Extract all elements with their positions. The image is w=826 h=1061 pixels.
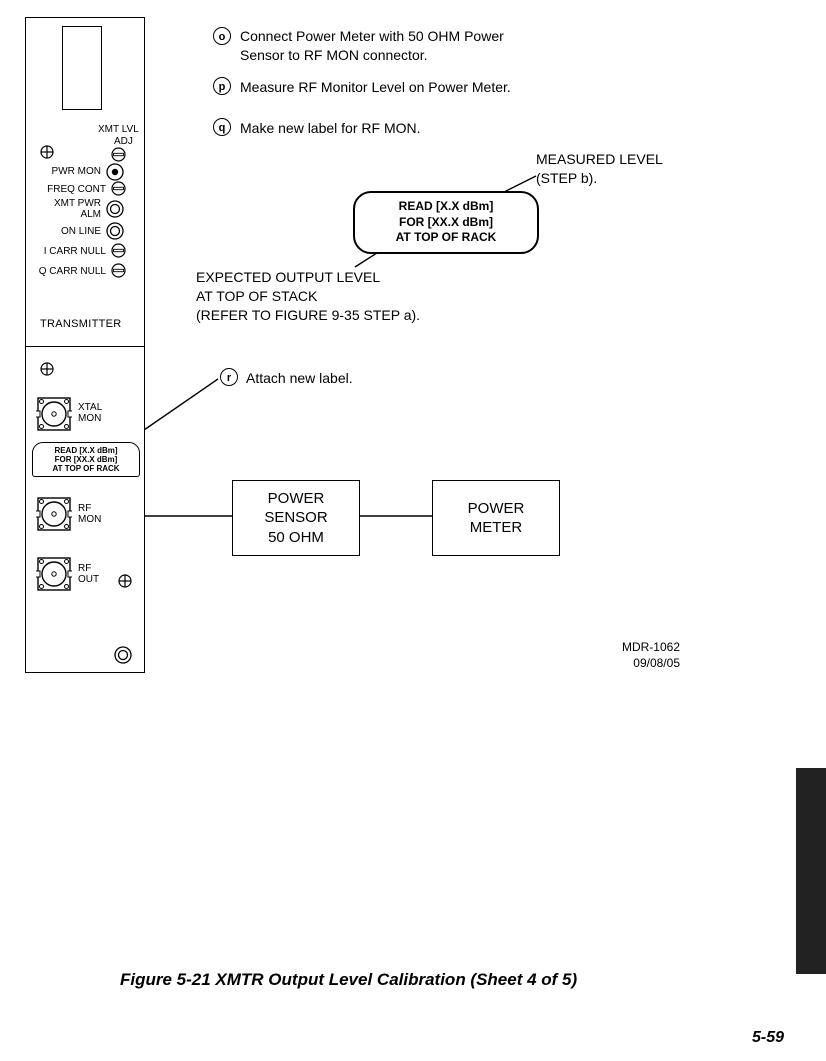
label-freq-cont: FREQ CONT	[26, 184, 106, 195]
label-i-carr-null: I CARR NULL	[24, 246, 106, 257]
panel-top-rect	[62, 26, 102, 110]
label-xmt-pwr: XMT PWR	[26, 198, 101, 209]
screw-icon	[40, 145, 54, 159]
label-xmt-lvl: XMT LVL	[98, 124, 148, 135]
mini-label-line1: READ [X.X dBm]	[33, 446, 139, 455]
label-pwr-mon: PWR MON	[26, 166, 101, 177]
rf-out-coax-icon	[36, 556, 72, 592]
power-sensor-l1: POWER	[264, 489, 327, 509]
panel-divider	[26, 346, 144, 347]
label-q-carr-null: Q CARR NULL	[24, 266, 106, 277]
label-alm: ALM	[26, 209, 101, 220]
label-rf-mon: MON	[78, 514, 101, 525]
step-p-bullet: p	[213, 77, 231, 95]
step-o-line2: Sensor to RF MON connector.	[240, 46, 504, 65]
label-xtal: XTAL	[78, 402, 102, 413]
expected-l2: AT TOP OF STACK	[196, 287, 420, 306]
step-o-text: Connect Power Meter with 50 OHM Power Se…	[240, 27, 504, 65]
label-on-line: ON LINE	[26, 226, 101, 237]
big-callout-l1: READ [X.X dBm]	[365, 199, 527, 215]
step-p-text: Measure RF Monitor Level on Power Meter.	[240, 78, 511, 97]
mini-label-line2: FOR [XX.X dBm]	[33, 455, 139, 464]
label-xtal-mon: MON	[78, 413, 101, 424]
step-o-line1: Connect Power Meter with 50 OHM Power	[240, 27, 504, 46]
measured-level-text: MEASURED LEVEL (STEP b).	[536, 150, 663, 188]
freq-cont-knob-icon	[111, 181, 126, 196]
step-r-bullet: r	[220, 368, 238, 386]
on-line-jack-icon	[106, 222, 124, 240]
power-sensor-l2: SENSOR	[264, 508, 327, 528]
label-rf-out: OUT	[78, 574, 99, 585]
label-adj: ADJ	[114, 136, 144, 147]
xtal-mon-coax-icon	[36, 396, 72, 432]
label-rf: RF	[78, 503, 91, 514]
pwr-mon-jack-icon	[106, 163, 124, 181]
step-q-text: Make new label for RF MON.	[240, 119, 421, 138]
screw-icon	[118, 574, 132, 588]
step-o-bullet: o	[213, 27, 231, 45]
step-r-text: Attach new label.	[246, 369, 353, 388]
mini-label-line3: AT TOP OF RACK	[33, 464, 139, 473]
expected-output-text: EXPECTED OUTPUT LEVEL AT TOP OF STACK (R…	[196, 268, 420, 325]
power-sensor-l3: 50 OHM	[264, 528, 327, 548]
measured-level-l2: (STEP b).	[536, 169, 663, 188]
i-carr-knob-icon	[111, 243, 126, 258]
transmitter-panel: XMT LVL ADJ PWR MON FREQ CONT XMT PWR AL…	[25, 17, 145, 673]
measured-level-l1: MEASURED LEVEL	[536, 150, 663, 169]
panel-mini-label: READ [X.X dBm] FOR [XX.X dBm] AT TOP OF …	[32, 442, 140, 477]
bottom-jack-icon	[114, 646, 132, 664]
rf-mon-coax-icon	[36, 496, 72, 532]
side-tab	[796, 768, 826, 974]
adj-knob-icon	[111, 147, 126, 162]
doc-id: MDR-1062	[560, 640, 680, 656]
label-rf2: RF	[78, 563, 91, 574]
screw-icon	[40, 362, 54, 376]
power-meter-l1: POWER	[468, 499, 525, 519]
step-q-bullet: q	[213, 118, 231, 136]
label-transmitter: TRANSMITTER	[40, 318, 122, 330]
page-number: 5-59	[752, 1029, 784, 1047]
big-label-callout: READ [X.X dBm] FOR [XX.X dBm] AT TOP OF …	[353, 191, 539, 254]
big-callout-l3: AT TOP OF RACK	[365, 230, 527, 246]
power-sensor-box: POWER SENSOR 50 OHM	[232, 480, 360, 556]
expected-l3: (REFER TO FIGURE 9-35 STEP a).	[196, 306, 420, 325]
power-meter-box: POWER METER	[432, 480, 560, 556]
doc-meta: MDR-1062 09/08/05	[560, 640, 680, 671]
doc-date: 09/08/05	[560, 656, 680, 672]
q-carr-knob-icon	[111, 263, 126, 278]
xmt-pwr-alm-jack-icon	[106, 200, 124, 218]
big-callout-l2: FOR [XX.X dBm]	[365, 215, 527, 231]
expected-l1: EXPECTED OUTPUT LEVEL	[196, 268, 420, 287]
figure-caption: Figure 5-21 XMTR Output Level Calibratio…	[120, 970, 577, 990]
power-meter-l2: METER	[468, 518, 525, 538]
